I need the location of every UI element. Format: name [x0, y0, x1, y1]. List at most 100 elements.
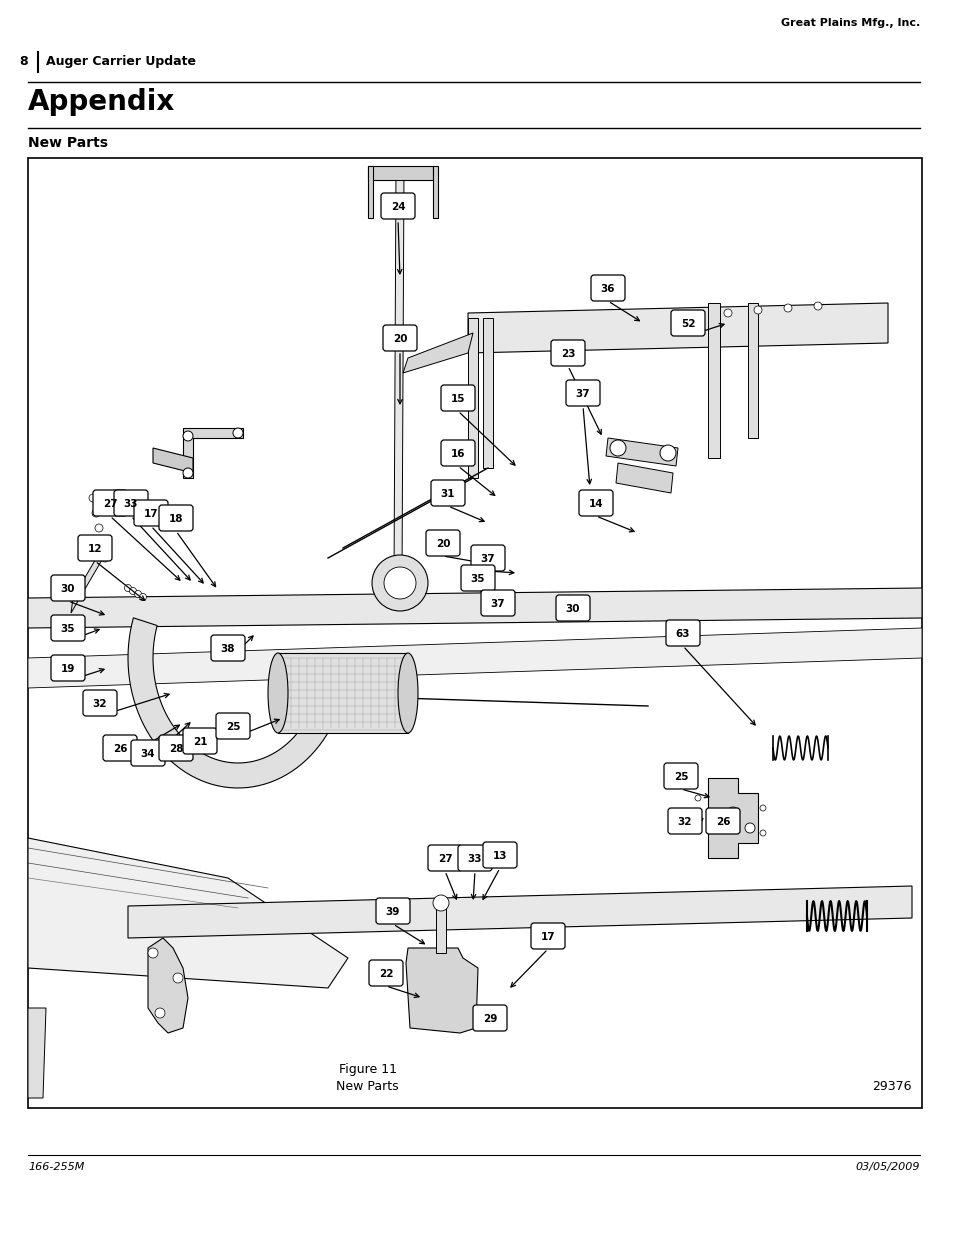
Circle shape: [753, 306, 761, 314]
FancyBboxPatch shape: [159, 735, 193, 761]
FancyBboxPatch shape: [183, 727, 216, 755]
FancyBboxPatch shape: [369, 960, 402, 986]
Circle shape: [125, 584, 132, 592]
Circle shape: [695, 825, 700, 831]
Text: 27: 27: [437, 853, 452, 864]
Text: 16: 16: [450, 450, 465, 459]
FancyBboxPatch shape: [590, 275, 624, 301]
Polygon shape: [148, 939, 188, 1032]
Text: 37: 37: [490, 599, 505, 609]
FancyBboxPatch shape: [431, 480, 464, 506]
Text: 25: 25: [673, 772, 687, 782]
Polygon shape: [482, 317, 493, 468]
Text: Auger Carrier Update: Auger Carrier Update: [46, 56, 195, 68]
Bar: [277, 653, 408, 734]
FancyBboxPatch shape: [382, 325, 416, 351]
Polygon shape: [468, 303, 887, 353]
Polygon shape: [183, 429, 243, 478]
FancyBboxPatch shape: [480, 590, 515, 616]
Text: 30: 30: [61, 584, 75, 594]
Text: 36: 36: [600, 284, 615, 294]
Polygon shape: [128, 885, 911, 939]
Text: 39: 39: [385, 906, 399, 918]
FancyBboxPatch shape: [92, 490, 127, 516]
Text: 38: 38: [220, 643, 235, 655]
Text: 20: 20: [436, 538, 450, 550]
Polygon shape: [368, 165, 433, 180]
Text: Great Plains Mfg., Inc.: Great Plains Mfg., Inc.: [780, 19, 919, 28]
Polygon shape: [406, 948, 477, 1032]
Circle shape: [139, 594, 147, 600]
FancyBboxPatch shape: [215, 713, 250, 739]
FancyBboxPatch shape: [556, 595, 589, 621]
Text: 23: 23: [560, 350, 575, 359]
Text: 166-255M: 166-255M: [28, 1162, 84, 1172]
Polygon shape: [436, 906, 446, 953]
FancyBboxPatch shape: [705, 808, 740, 834]
Ellipse shape: [397, 653, 417, 734]
FancyBboxPatch shape: [51, 576, 85, 601]
Circle shape: [760, 805, 765, 811]
Polygon shape: [747, 303, 758, 438]
Text: 52: 52: [680, 319, 695, 329]
FancyBboxPatch shape: [667, 808, 701, 834]
Circle shape: [813, 303, 821, 310]
Text: 17: 17: [540, 932, 555, 942]
Circle shape: [89, 494, 97, 501]
Circle shape: [172, 973, 183, 983]
Text: 29376: 29376: [872, 1079, 911, 1093]
FancyBboxPatch shape: [83, 690, 117, 716]
Circle shape: [726, 806, 739, 819]
FancyBboxPatch shape: [113, 490, 148, 516]
Text: 33: 33: [467, 853, 482, 864]
Circle shape: [233, 429, 243, 438]
FancyBboxPatch shape: [51, 615, 85, 641]
Text: 03/05/2009: 03/05/2009: [855, 1162, 919, 1172]
Text: 37: 37: [480, 555, 495, 564]
Circle shape: [783, 304, 791, 312]
FancyBboxPatch shape: [440, 440, 475, 466]
Text: 21: 21: [193, 737, 207, 747]
Polygon shape: [128, 618, 342, 788]
Text: 33: 33: [124, 499, 138, 509]
Text: 30: 30: [565, 604, 579, 614]
Circle shape: [384, 567, 416, 599]
Polygon shape: [28, 839, 348, 988]
FancyBboxPatch shape: [375, 898, 410, 924]
Text: 20: 20: [393, 333, 407, 345]
Text: 14: 14: [588, 499, 602, 509]
Polygon shape: [28, 1008, 46, 1098]
FancyBboxPatch shape: [428, 845, 461, 871]
FancyBboxPatch shape: [380, 193, 415, 219]
Text: 17: 17: [144, 509, 158, 519]
Text: 24: 24: [391, 203, 405, 212]
Text: 26: 26: [112, 743, 127, 755]
Text: 35: 35: [61, 624, 75, 634]
FancyBboxPatch shape: [578, 490, 613, 516]
Text: 28: 28: [169, 743, 183, 755]
Text: 37: 37: [575, 389, 590, 399]
Circle shape: [95, 524, 103, 532]
Ellipse shape: [268, 653, 288, 734]
Circle shape: [760, 830, 765, 836]
FancyBboxPatch shape: [457, 845, 492, 871]
Text: 8: 8: [19, 56, 28, 68]
Text: 13: 13: [493, 851, 507, 861]
Polygon shape: [468, 317, 477, 478]
FancyBboxPatch shape: [665, 620, 700, 646]
Text: 32: 32: [677, 818, 692, 827]
FancyBboxPatch shape: [460, 564, 495, 592]
FancyBboxPatch shape: [471, 545, 504, 571]
FancyBboxPatch shape: [426, 530, 459, 556]
Text: 15: 15: [450, 394, 465, 404]
Polygon shape: [28, 588, 921, 629]
Circle shape: [91, 509, 100, 517]
Polygon shape: [707, 303, 720, 458]
Text: 31: 31: [440, 489, 455, 499]
Text: 12: 12: [88, 543, 102, 555]
FancyBboxPatch shape: [103, 735, 137, 761]
Text: 35: 35: [470, 574, 485, 584]
FancyBboxPatch shape: [133, 500, 168, 526]
Text: 27: 27: [103, 499, 117, 509]
FancyBboxPatch shape: [531, 923, 564, 948]
